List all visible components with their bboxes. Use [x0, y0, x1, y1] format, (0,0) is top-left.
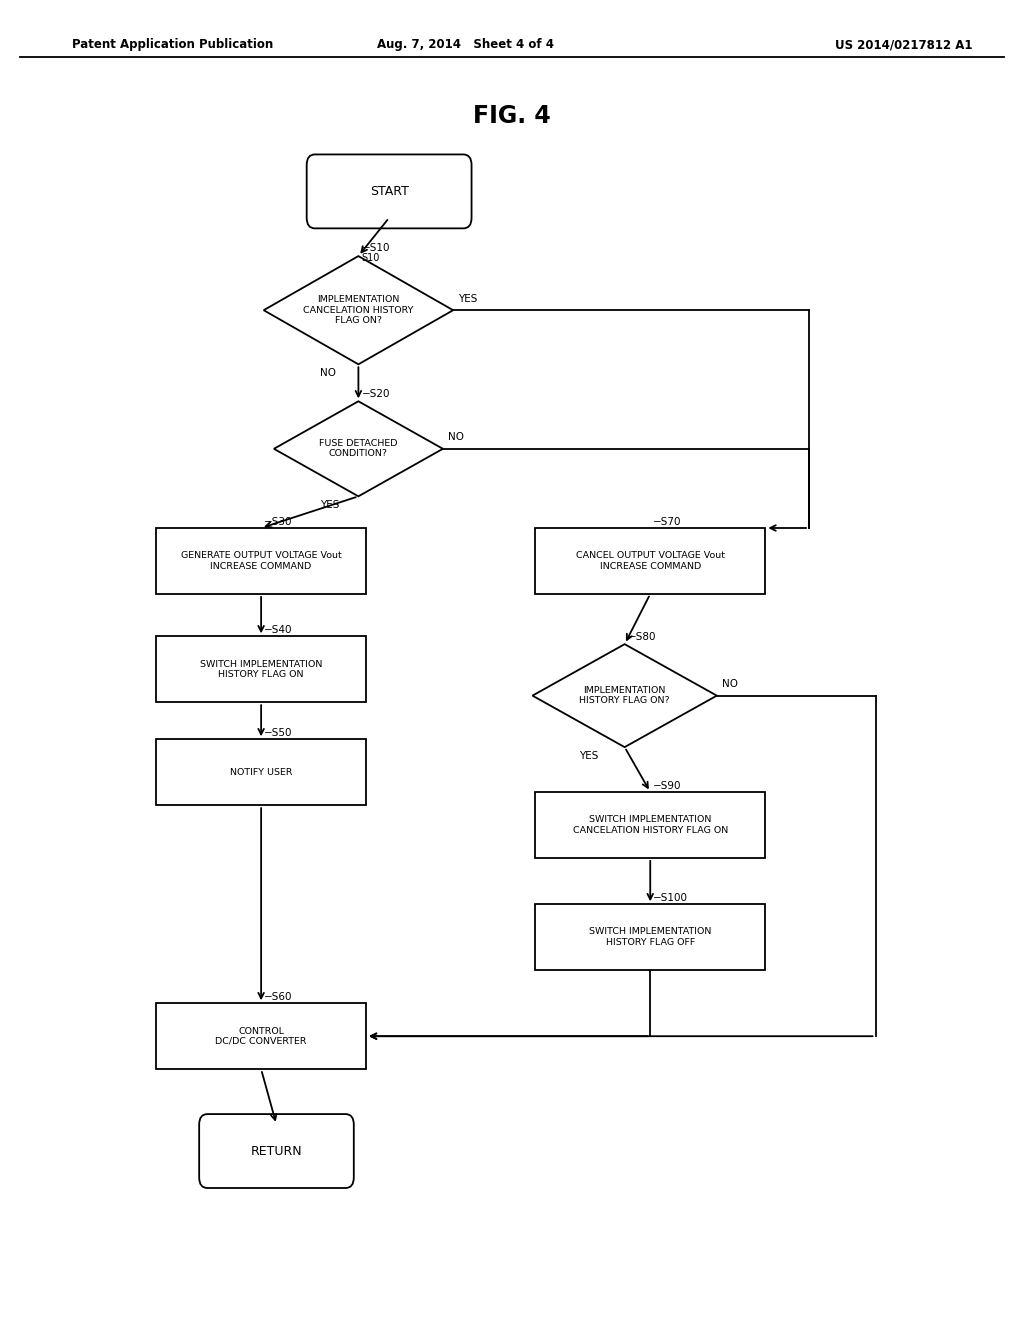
Polygon shape: [532, 644, 717, 747]
Text: −S20: −S20: [361, 388, 390, 399]
Text: GENERATE OUTPUT VOLTAGE Vout
INCREASE COMMAND: GENERATE OUTPUT VOLTAGE Vout INCREASE CO…: [181, 552, 341, 570]
Bar: [535, 904, 765, 970]
Text: −S60: −S60: [264, 991, 293, 1002]
Text: SWITCH IMPLEMENTATION
HISTORY FLAG ON: SWITCH IMPLEMENTATION HISTORY FLAG ON: [200, 660, 323, 678]
Text: −S70: −S70: [653, 516, 682, 527]
Polygon shape: [263, 256, 453, 364]
Text: FIG. 4: FIG. 4: [473, 104, 551, 128]
Bar: [157, 739, 367, 805]
Text: SWITCH IMPLEMENTATION
CANCELATION HISTORY FLAG ON: SWITCH IMPLEMENTATION CANCELATION HISTOR…: [572, 816, 728, 834]
Text: Patent Application Publication: Patent Application Publication: [72, 38, 273, 51]
Text: NO: NO: [319, 368, 336, 379]
Bar: [157, 636, 367, 702]
Text: NOTIFY USER: NOTIFY USER: [229, 768, 293, 776]
Text: CANCEL OUTPUT VOLTAGE Vout
INCREASE COMMAND: CANCEL OUTPUT VOLTAGE Vout INCREASE COMM…: [575, 552, 725, 570]
Text: NO: NO: [722, 678, 738, 689]
Text: US 2014/0217812 A1: US 2014/0217812 A1: [836, 38, 973, 51]
Text: −S90: −S90: [653, 780, 682, 791]
Text: −S50: −S50: [264, 727, 293, 738]
Text: Aug. 7, 2014   Sheet 4 of 4: Aug. 7, 2014 Sheet 4 of 4: [378, 38, 554, 51]
Text: START: START: [370, 185, 409, 198]
Text: −S40: −S40: [264, 624, 293, 635]
Text: IMPLEMENTATION
HISTORY FLAG ON?: IMPLEMENTATION HISTORY FLAG ON?: [580, 686, 670, 705]
Text: YES: YES: [321, 500, 339, 511]
Text: −S100: −S100: [653, 892, 688, 903]
Text: SWITCH IMPLEMENTATION
HISTORY FLAG OFF: SWITCH IMPLEMENTATION HISTORY FLAG OFF: [589, 928, 712, 946]
Text: S10: S10: [361, 252, 380, 263]
Text: FUSE DETACHED
CONDITION?: FUSE DETACHED CONDITION?: [319, 440, 397, 458]
FancyBboxPatch shape: [307, 154, 471, 228]
Bar: [157, 1003, 367, 1069]
Text: YES: YES: [459, 293, 477, 304]
Text: CONTROL
DC/DC CONVERTER: CONTROL DC/DC CONVERTER: [215, 1027, 307, 1045]
Bar: [535, 792, 765, 858]
Text: IMPLEMENTATION
CANCELATION HISTORY
FLAG ON?: IMPLEMENTATION CANCELATION HISTORY FLAG …: [303, 296, 414, 325]
Text: −S30: −S30: [264, 516, 293, 527]
Bar: [157, 528, 367, 594]
Text: −S10: −S10: [361, 243, 390, 253]
Bar: [535, 528, 765, 594]
FancyBboxPatch shape: [199, 1114, 354, 1188]
Text: −S80: −S80: [628, 631, 656, 642]
Polygon shape: [273, 401, 442, 496]
Text: NO: NO: [449, 432, 464, 442]
Text: YES: YES: [580, 751, 598, 762]
Text: RETURN: RETURN: [251, 1144, 302, 1158]
